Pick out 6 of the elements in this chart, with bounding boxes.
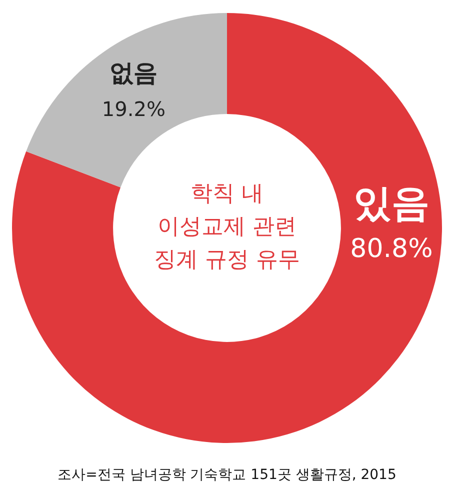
slice-label: 없음 (110, 58, 158, 87)
text: 조사=전국 남녀공학 기숙학교 151곳 생활규정, 2015 (56, 466, 398, 484)
data-label: 19.2% (102, 96, 166, 121)
slice-label: 있음 (353, 180, 430, 225)
text: 학칙 내 이성교제 관련 징계 규정 유무 (154, 182, 300, 273)
data-label: 80.8% (350, 234, 433, 264)
